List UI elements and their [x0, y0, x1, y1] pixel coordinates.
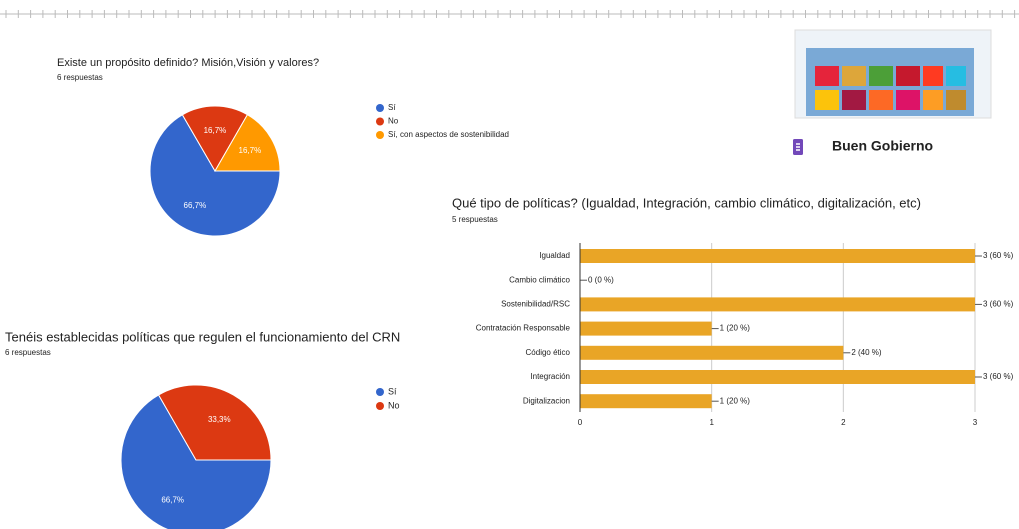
legend-swatch — [376, 131, 384, 139]
y-tick-label: Digitalizacion — [523, 396, 570, 405]
chart-title: Tenéis establecidas políticas que regule… — [5, 329, 400, 344]
bar — [580, 394, 712, 409]
bar — [580, 321, 712, 336]
pie-slice — [181, 105, 249, 172]
bar — [580, 249, 975, 263]
y-tick-label: Código ético — [526, 348, 571, 357]
pie-slice — [214, 113, 281, 172]
x-tick-label: 3 — [973, 418, 978, 427]
legend-label: Sí — [388, 103, 396, 112]
value-label: 3 (60 %) — [983, 251, 1014, 260]
bar — [580, 345, 844, 360]
section-label: Buen Gobierno — [832, 138, 933, 154]
x-tick-label: 2 — [841, 418, 846, 427]
chart-subtitle: 6 respuestas — [57, 73, 103, 82]
value-label: 1 (20 %) — [720, 396, 751, 405]
legend-label: Sí — [388, 386, 397, 396]
chart-subtitle: 5 respuestas — [452, 215, 498, 224]
value-label: 3 (60 %) — [983, 372, 1014, 381]
chart-title: Qué tipo de políticas? (Igualdad, Integr… — [452, 195, 921, 210]
value-label: 3 (60 %) — [983, 300, 1014, 309]
forms-icon — [793, 139, 803, 155]
legend-swatch — [376, 104, 384, 112]
pie-slice — [120, 394, 272, 529]
chart-subtitle: 6 respuestas — [5, 348, 51, 357]
legend-label: No — [388, 117, 399, 126]
chart-title: Existe un propósito definido? Misión,Vis… — [57, 57, 319, 69]
pie-slice — [157, 384, 272, 461]
x-tick-label: 0 — [578, 418, 583, 427]
y-tick-label: Igualdad — [539, 251, 570, 260]
slice-label: 66,7% — [161, 495, 184, 504]
bar — [580, 297, 975, 312]
slice-label: 16,7% — [204, 126, 227, 135]
value-label: 1 (20 %) — [720, 324, 751, 333]
legend-swatch — [376, 117, 384, 126]
x-tick-label: 1 — [709, 418, 714, 427]
slice-label: 66,7% — [184, 201, 207, 210]
value-label: 2 (40 %) — [851, 348, 882, 357]
legend-label: Sí, con aspectos de sostenibilidad — [388, 130, 509, 139]
ruler — [0, 10, 1019, 18]
y-tick-label: Contratación Responsable — [476, 324, 571, 333]
bar — [580, 370, 975, 384]
y-tick-label: Sostenibilidad/RSC — [501, 300, 570, 309]
slice-label: 33,3% — [208, 415, 231, 424]
legend-swatch — [376, 388, 384, 396]
sdg-image — [794, 29, 992, 119]
legend-label: No — [388, 400, 400, 410]
y-tick-label: Integración — [530, 372, 570, 381]
slice-label: 16,7% — [239, 146, 262, 155]
pie-slice — [149, 114, 281, 237]
y-tick-label: Cambio climático — [509, 275, 570, 284]
legend-swatch — [376, 402, 384, 410]
value-label: 0 (0 %) — [588, 275, 614, 284]
